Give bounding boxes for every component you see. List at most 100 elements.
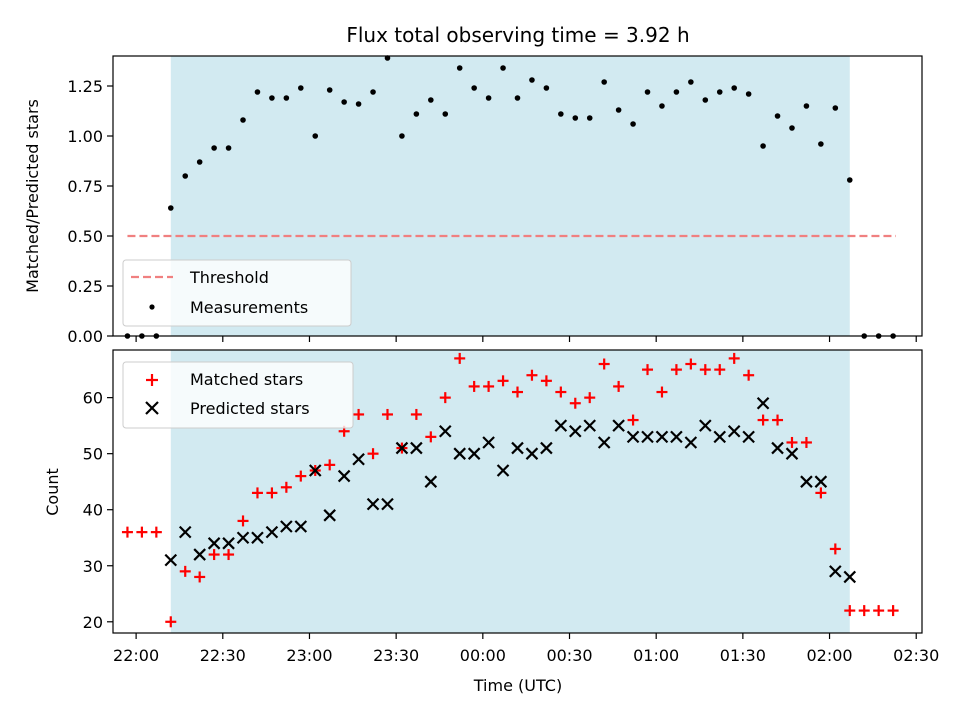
- predicted-star-point: [814, 475, 828, 488]
- matched-star-point: [685, 358, 697, 370]
- measurement-point: [355, 101, 362, 107]
- matched-star-point: [381, 408, 393, 420]
- top-marks: [124, 55, 896, 339]
- bottom-xtick-label: 22:00: [113, 646, 159, 665]
- top-ytick-label: 1.00: [67, 127, 103, 146]
- predicted-star-point: [684, 436, 698, 449]
- measurement-point: [659, 103, 665, 109]
- predicted-star-point: [366, 497, 380, 511]
- measurement-point: [225, 145, 232, 151]
- bottom-ytick-label: 20: [83, 613, 103, 632]
- matched-star-point: [425, 431, 437, 443]
- measurement-point: [760, 143, 766, 149]
- matched-star-point: [136, 526, 148, 538]
- legend-threshold-label: Threshold: [189, 268, 269, 287]
- legend-matched-swatch: [146, 374, 158, 386]
- predicted-star-point: [280, 520, 293, 533]
- matched-star-point: [367, 448, 379, 460]
- bottom-xtick-label: 00:00: [460, 646, 506, 665]
- predicted-star-point: [626, 430, 640, 444]
- measurement-point: [370, 89, 376, 95]
- matched-star-point: [468, 380, 480, 392]
- top-legend-box: [122, 259, 352, 327]
- predicted-star-point: [482, 436, 495, 449]
- measurement-point: [803, 103, 810, 109]
- predicted-star-point: [583, 419, 597, 432]
- measurement-point: [615, 107, 622, 113]
- matched-star-point: [772, 414, 784, 426]
- measurement-point: [269, 95, 275, 101]
- matched-star-point: [815, 487, 827, 499]
- matched-star-point: [324, 459, 336, 471]
- bottom-xtick-label: 23:30: [373, 646, 419, 665]
- matched-star-point: [584, 392, 596, 404]
- bottom-ytick-label: 50: [83, 445, 103, 464]
- predicted-star-point: [323, 509, 336, 522]
- predicted-star-point: [843, 570, 857, 584]
- measurement-point: [731, 85, 737, 91]
- matched-star-point: [555, 386, 567, 398]
- predicted-star-point: [178, 525, 192, 539]
- predicted-star-point: [540, 441, 553, 455]
- bottom-axes-frame: [112, 349, 923, 634]
- legend-measurements-swatch: [149, 304, 155, 310]
- matched-star-point: [251, 487, 263, 499]
- matched-star-point: [208, 549, 220, 561]
- predicted-star-point: [742, 430, 755, 444]
- bottom-ylabel: Count: [43, 468, 62, 516]
- measurement-point: [182, 173, 189, 179]
- bottom-xtick-label: 23:00: [286, 646, 332, 665]
- legend-predicted-label: Predicted stars: [190, 399, 310, 418]
- matched-star-point: [800, 436, 812, 448]
- matched-star-point: [439, 392, 451, 404]
- matched-star-point: [887, 605, 899, 617]
- matched-star-point: [613, 380, 625, 392]
- predicted-star-point: [352, 452, 365, 466]
- measurement-point: [558, 111, 564, 117]
- measurement-point: [240, 117, 246, 123]
- matched-star-point: [699, 364, 711, 376]
- matched-star-point: [598, 358, 610, 370]
- predicted-star-point: [222, 537, 235, 550]
- predicted-star-point: [511, 441, 524, 455]
- matched-star-point: [526, 369, 538, 381]
- measurement-point: [442, 111, 449, 117]
- top-xticks: [135, 336, 917, 342]
- top-ylabel: Matched/Predicted stars: [23, 99, 42, 293]
- measurement-point: [312, 133, 319, 139]
- predicted-star-point: [554, 419, 568, 432]
- bottom-legend-box: [122, 361, 354, 429]
- matched-star-point: [353, 408, 365, 420]
- predicted-star-point: [424, 475, 438, 488]
- measurement-point: [254, 89, 261, 95]
- measurement-point: [326, 87, 333, 93]
- top-ytick-label: 1.25: [67, 77, 103, 96]
- measurement-point: [644, 89, 651, 95]
- predicted-star-point: [164, 553, 178, 567]
- matched-star-point: [194, 571, 206, 583]
- predicted-star-point: [829, 565, 842, 578]
- measurement-point: [673, 89, 680, 95]
- predicted-star-point: [713, 430, 727, 444]
- predicted-star-point: [641, 430, 654, 444]
- matched-star-point: [179, 565, 191, 577]
- measurement-point: [298, 85, 304, 91]
- predicted-star-point: [395, 441, 409, 455]
- matched-star-point: [829, 543, 841, 555]
- top-ytick-label: 0.00: [67, 327, 103, 346]
- measurement-point: [832, 105, 839, 111]
- matched-star-point: [540, 375, 552, 387]
- measurement-point: [428, 97, 434, 103]
- measurement-point: [716, 89, 723, 95]
- bottom-xtick-label: 02:00: [806, 646, 852, 665]
- matched-star-point: [743, 369, 755, 381]
- measurement-point: [196, 159, 203, 165]
- bottom-xtick-label: 22:30: [200, 646, 246, 665]
- matched-star-point: [410, 408, 422, 420]
- matched-star-point: [454, 352, 466, 364]
- measurement-point: [500, 65, 506, 71]
- measurement-point: [688, 79, 694, 85]
- predicted-star-point: [294, 520, 308, 533]
- measurement-point: [630, 121, 636, 127]
